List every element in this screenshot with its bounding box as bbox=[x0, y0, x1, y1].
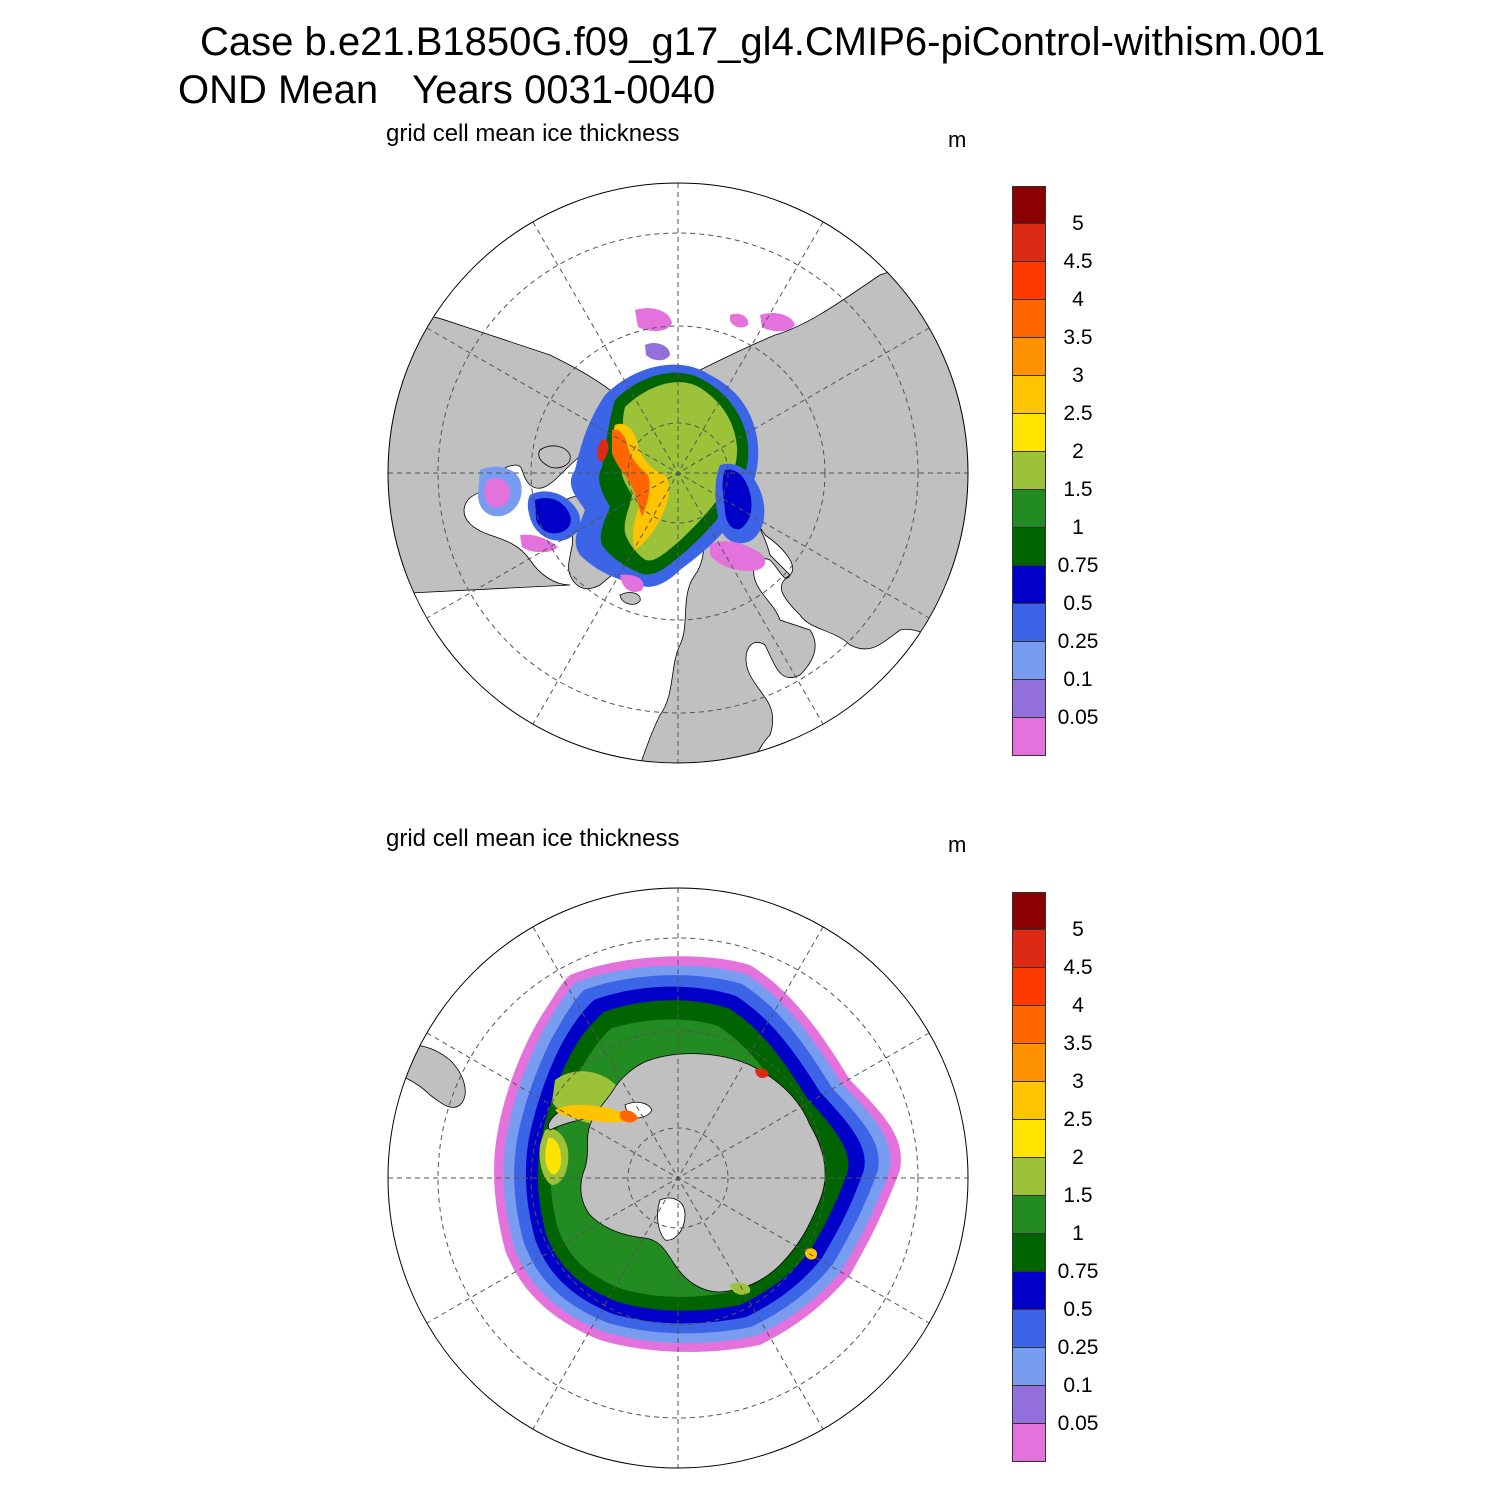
nh-colorbar-swatch bbox=[1012, 490, 1046, 528]
sh-colorbar bbox=[1012, 892, 1046, 1462]
sh-colorbar-label: 2 bbox=[1072, 1146, 1084, 1169]
nh-colorbar bbox=[1012, 186, 1046, 756]
nh-colorbar-swatch bbox=[1012, 528, 1046, 566]
nh-colorbar-label: 4.5 bbox=[1063, 250, 1093, 273]
nh-colorbar-swatch bbox=[1012, 718, 1046, 756]
nh-colorbar-label: 1 bbox=[1072, 516, 1084, 539]
nh-colorbar-label: 0.1 bbox=[1063, 668, 1093, 691]
sh-polar-map bbox=[387, 887, 969, 1469]
sh-colorbar-swatch bbox=[1012, 1386, 1046, 1424]
sh-colorbar-label: 0.75 bbox=[1057, 1260, 1099, 1283]
sh-colorbar-swatch bbox=[1012, 1044, 1046, 1082]
nh-colorbar-label: 0.25 bbox=[1057, 630, 1099, 653]
nh-colorbar-swatch bbox=[1012, 224, 1046, 262]
sh-colorbar-swatch bbox=[1012, 1082, 1046, 1120]
nh-colorbar-swatch bbox=[1012, 566, 1046, 604]
sh-colorbar-swatch bbox=[1012, 1196, 1046, 1234]
sh-colorbar-label: 3.5 bbox=[1063, 1032, 1093, 1055]
sh-colorbar-label: 0.25 bbox=[1057, 1336, 1099, 1359]
nh-colorbar-swatch bbox=[1012, 262, 1046, 300]
nh-colorbar-label: 0.75 bbox=[1057, 554, 1099, 577]
nh-colorbar-label: 4 bbox=[1072, 288, 1084, 311]
nh-colorbar-swatch bbox=[1012, 642, 1046, 680]
nh-colorbar-label: 0.05 bbox=[1057, 706, 1099, 729]
nh-colorbar-swatch bbox=[1012, 414, 1046, 452]
sh-colorbar-label: 1 bbox=[1072, 1222, 1084, 1245]
sh-colorbar-label: 0.5 bbox=[1063, 1298, 1093, 1321]
panel-nh-title: grid cell mean ice thickness bbox=[386, 120, 680, 147]
nh-colorbar-swatch bbox=[1012, 186, 1046, 224]
sh-colorbar-swatch bbox=[1012, 1424, 1046, 1462]
season-label: OND Mean bbox=[178, 68, 379, 112]
sh-colorbar-swatch bbox=[1012, 1120, 1046, 1158]
sh-colorbar-swatch bbox=[1012, 1158, 1046, 1196]
figure-title-case: Case b.e21.B1850G.f09_g17_gl4.CMIP6-piCo… bbox=[200, 20, 1326, 64]
nh-colorbar-swatch bbox=[1012, 338, 1046, 376]
sh-colorbar-swatch bbox=[1012, 1006, 1046, 1044]
nh-sea-ice bbox=[478, 308, 795, 593]
sh-south-america bbox=[399, 1045, 466, 1108]
nh-polar-map bbox=[387, 182, 969, 764]
sh-colorbar-swatch bbox=[1012, 930, 1046, 968]
sh-colorbar-label: 4 bbox=[1072, 994, 1084, 1017]
nh-colorbar-label: 5 bbox=[1072, 212, 1084, 235]
sh-colorbar-swatch bbox=[1012, 1348, 1046, 1386]
panel-nh-units: m bbox=[948, 127, 967, 152]
nh-colorbar-label: 2 bbox=[1072, 440, 1084, 463]
panel-sh-title: grid cell mean ice thickness bbox=[386, 825, 680, 852]
nh-colorbar-swatch bbox=[1012, 452, 1046, 490]
nh-colorbar-swatch bbox=[1012, 680, 1046, 718]
sh-colorbar-label: 1.5 bbox=[1063, 1184, 1093, 1207]
nh-colorbar-swatch bbox=[1012, 376, 1046, 414]
nh-colorbar-swatch bbox=[1012, 300, 1046, 338]
years-label: Years 0031-0040 bbox=[412, 68, 716, 112]
sh-colorbar-label: 0.1 bbox=[1063, 1374, 1093, 1397]
sh-colorbar-label: 0.05 bbox=[1057, 1412, 1099, 1435]
nh-colorbar-label: 3.5 bbox=[1063, 326, 1093, 349]
figure-title-period: OND Mean Years 0031-0040 bbox=[178, 68, 715, 113]
nh-graticule bbox=[388, 183, 968, 763]
nh-colorbar-label: 3 bbox=[1072, 364, 1084, 387]
panel-sh-units: m bbox=[948, 832, 967, 857]
sh-colorbar-label: 5 bbox=[1072, 918, 1084, 941]
nh-colorbar-label: 0.5 bbox=[1063, 592, 1093, 615]
sh-colorbar-swatch bbox=[1012, 1234, 1046, 1272]
sh-colorbar-label: 4.5 bbox=[1063, 956, 1093, 979]
nh-colorbar-swatch bbox=[1012, 604, 1046, 642]
nh-colorbar-label: 2.5 bbox=[1063, 402, 1093, 425]
sh-colorbar-label: 3 bbox=[1072, 1070, 1084, 1093]
sh-colorbar-swatch bbox=[1012, 1272, 1046, 1310]
sh-graticule bbox=[388, 888, 968, 1468]
nh-colorbar-label: 1.5 bbox=[1063, 478, 1093, 501]
sh-colorbar-label: 2.5 bbox=[1063, 1108, 1093, 1131]
sh-colorbar-swatch bbox=[1012, 1310, 1046, 1348]
sh-colorbar-swatch bbox=[1012, 892, 1046, 930]
sh-colorbar-swatch bbox=[1012, 968, 1046, 1006]
